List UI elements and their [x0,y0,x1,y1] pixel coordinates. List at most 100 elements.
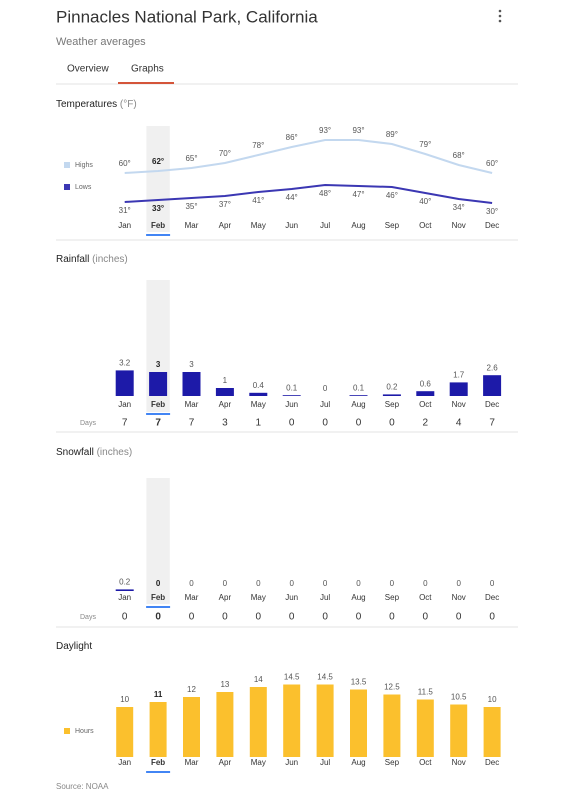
bar [282,395,301,396]
month-label[interactable]: Oct [419,758,432,767]
temp-label: 93° [352,126,364,135]
month-label[interactable]: May [251,758,266,767]
bar-label: 1 [223,376,228,385]
tab[interactable]: Overview [67,64,109,75]
month-label[interactable]: Dec [485,758,499,767]
days-label: Days [80,614,96,621]
month-label[interactable]: Aug [351,593,365,602]
month-label[interactable]: Apr [219,593,232,602]
legend-label: Hours [75,728,94,735]
month-label[interactable]: Jan [118,593,131,602]
month-label[interactable]: Jul [320,758,330,767]
days-value: 7 [489,418,495,429]
bar-label: 0 [390,579,395,588]
days-value: 7 [122,418,128,429]
temp-label: 79° [419,140,431,149]
bar [383,694,401,757]
temp-label: 70° [219,149,231,158]
month-label[interactable]: Apr [219,400,232,409]
month-label[interactable]: Jun [285,221,298,230]
month-label[interactable]: Jul [320,400,330,409]
bar [115,370,134,396]
month-label[interactable]: Dec [485,221,499,230]
bar [216,692,234,757]
month-label[interactable]: Jun [285,593,298,602]
days-value: 0 [322,418,328,429]
bar-label: 10 [120,695,129,704]
month-label[interactable]: Mar [185,593,199,602]
temp-label: 33° [152,204,164,213]
month-label[interactable]: Jul [320,221,330,230]
month-label[interactable]: Feb [151,221,165,230]
section-name: Rainfall [56,254,89,265]
month-label[interactable]: Jun [285,400,298,409]
month-label[interactable]: Aug [351,221,365,230]
bar-label: 3 [156,360,161,369]
month-label[interactable]: Oct [419,400,432,409]
month-label[interactable]: Mar [185,400,199,409]
temp-label: 47° [352,190,364,199]
bar-label: 14.5 [317,673,333,682]
month-label[interactable]: Jun [285,758,298,767]
month-label[interactable]: Nov [452,593,466,602]
legend-swatch [64,728,70,734]
source: Source: NOAA [56,782,109,791]
temp-label: 93° [319,126,331,135]
month-label[interactable]: Aug [351,400,365,409]
month-label[interactable]: Nov [452,400,466,409]
month-label[interactable]: Aug [351,758,365,767]
month-label[interactable]: May [251,221,266,230]
month-label[interactable]: Feb [151,593,165,602]
month-label[interactable]: Feb [151,758,165,767]
month-label[interactable]: Dec [485,400,499,409]
tab[interactable]: Graphs [131,64,164,75]
bar-label: 0.1 [353,383,365,392]
month-label[interactable]: Mar [185,758,199,767]
days-value: 3 [222,418,228,429]
bar-label: 0 [289,579,294,588]
month-label[interactable]: Sep [385,593,400,602]
section-title: Daylight [56,641,92,652]
legend-label: Highs [75,162,93,169]
bar-label: 0.2 [386,383,398,392]
bar-label: 12.5 [384,683,400,692]
bar [350,689,367,757]
bar [149,702,167,757]
month-label[interactable]: Apr [219,221,232,230]
bar-label: 0 [189,579,194,588]
menu-icon[interactable] [498,9,502,23]
month-label[interactable]: May [251,400,266,409]
month-label[interactable]: Apr [219,758,232,767]
month-label[interactable]: Feb [151,400,165,409]
bar-label: 0 [323,579,328,588]
bar-label: 10.5 [451,693,467,702]
temp-label: 89° [386,130,398,139]
month-label[interactable]: Oct [419,221,432,230]
bar-label: 0 [423,579,428,588]
tab-underline [118,82,174,84]
bar-label: 12 [187,685,196,694]
selected-underline [146,606,171,608]
month-label[interactable]: Sep [385,400,400,409]
month-label[interactable]: Nov [452,221,466,230]
month-label[interactable]: May [251,593,266,602]
month-label[interactable]: Nov [452,758,466,767]
month-label[interactable]: Jan [118,400,131,409]
bar-label: 3.2 [119,359,131,368]
month-label[interactable]: Sep [385,758,400,767]
month-label[interactable]: Jan [118,758,131,767]
month-label[interactable]: Oct [419,593,432,602]
month-label[interactable]: Sep [385,221,400,230]
section-unit: (inches) [92,254,128,265]
bar [483,375,502,396]
month-label[interactable]: Jul [320,593,330,602]
temp-label: 40° [419,197,431,206]
temp-label: 62° [152,157,164,166]
selected-column [146,126,170,232]
month-label[interactable]: Mar [185,221,199,230]
bar [450,704,468,757]
month-label[interactable]: Dec [485,593,499,602]
bar [449,382,468,396]
bar [183,697,200,757]
month-label[interactable]: Jan [118,221,131,230]
